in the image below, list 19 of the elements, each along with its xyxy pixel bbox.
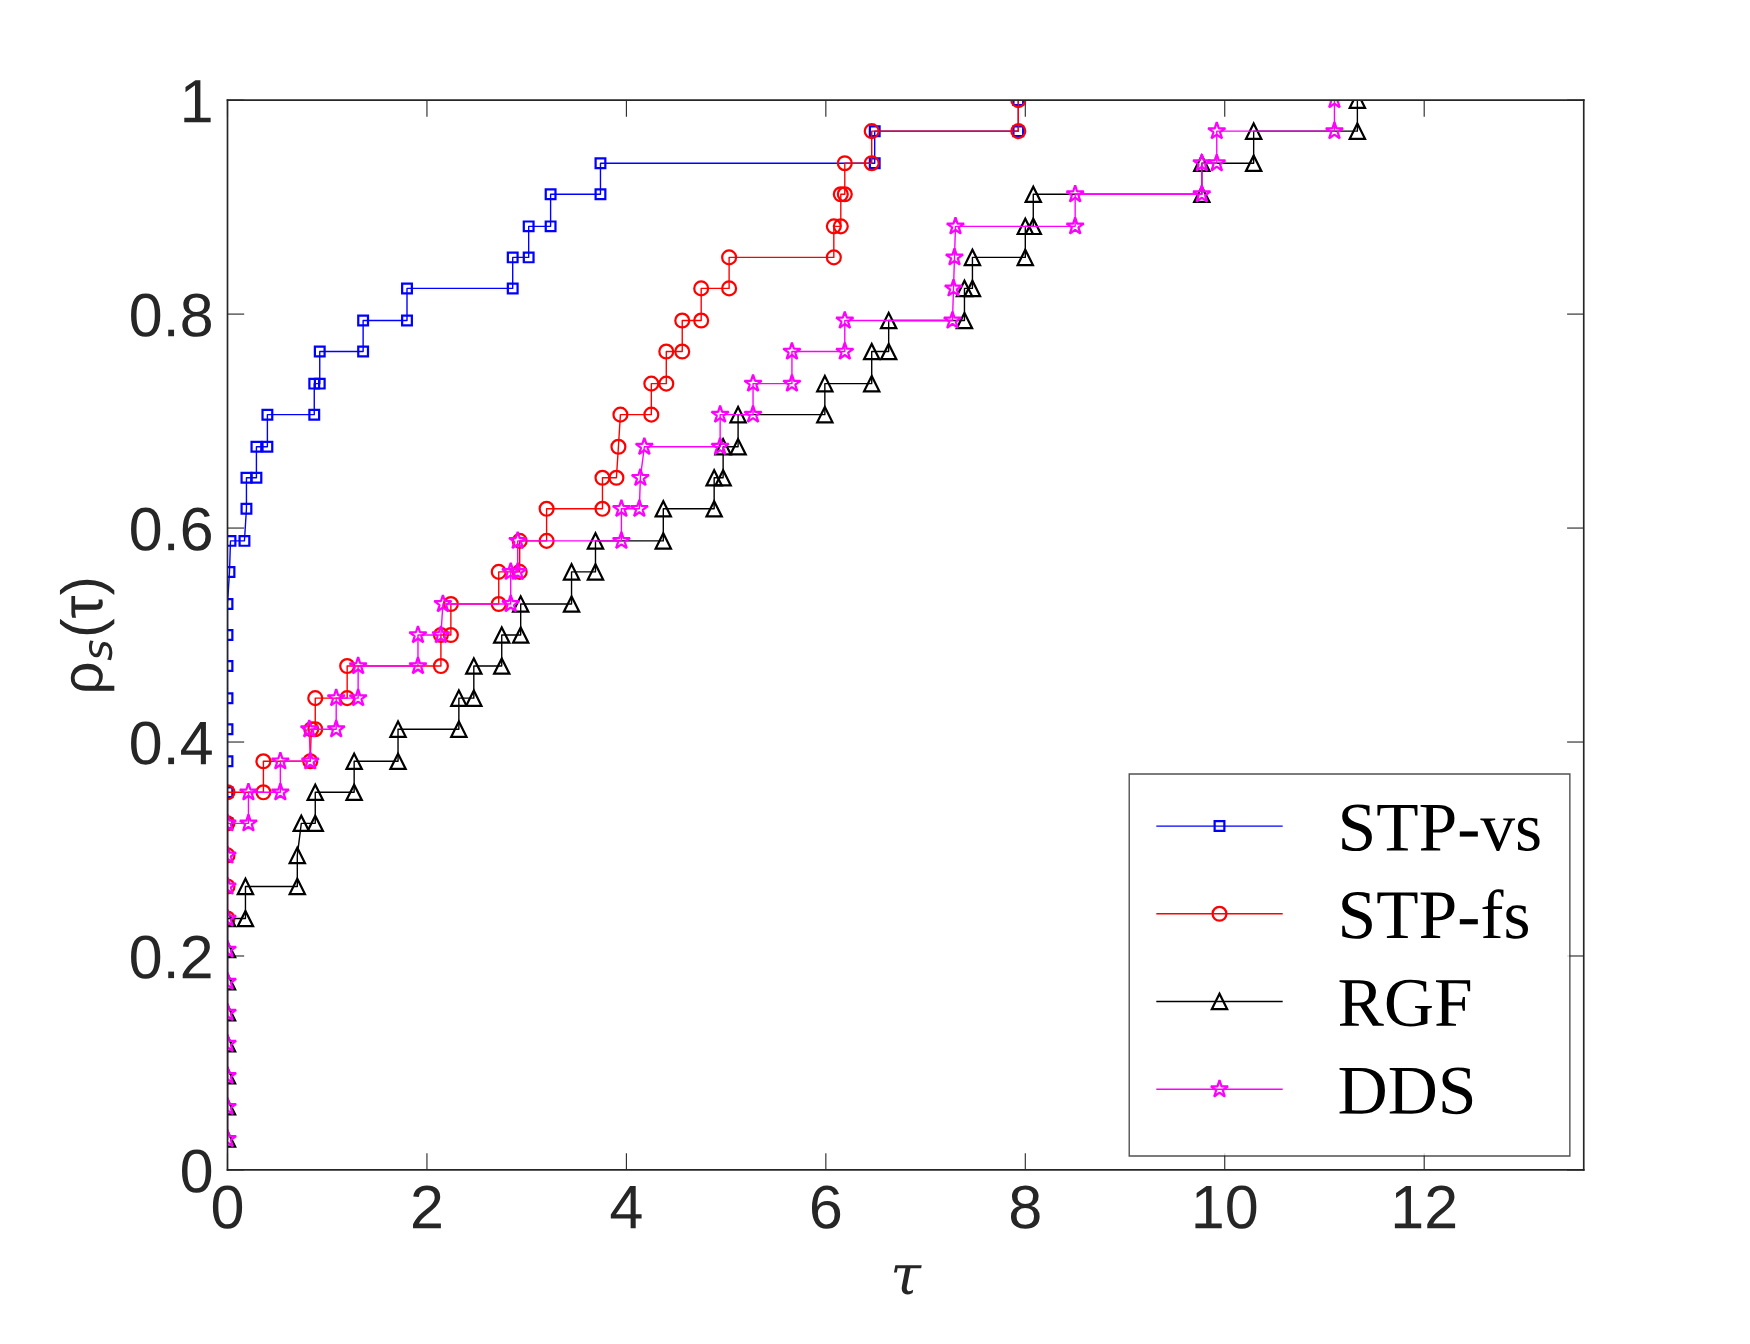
y-tick-label: 1 bbox=[184, 80, 211, 123]
legend-label: STP-vs bbox=[1342, 804, 1540, 852]
x-tick-label: 10 bbox=[1195, 1185, 1257, 1229]
y-tick-label: 0 bbox=[182, 1149, 212, 1193]
y-axis-title: ρ$_{s}$(τ) bbox=[59, 579, 115, 691]
y-tick-label: 0.4 bbox=[131, 721, 212, 765]
legend-label: DDS bbox=[1339, 1067, 1473, 1115]
x-tick-label: 4 bbox=[610, 1186, 642, 1229]
x-tick-label: 12 bbox=[1394, 1185, 1456, 1229]
y-tick-label: 0.2 bbox=[131, 935, 211, 979]
legend-label: STP-fs bbox=[1342, 889, 1528, 939]
y-tick-label: 0.8 bbox=[131, 293, 211, 337]
legend-label: RGF bbox=[1339, 979, 1471, 1027]
x-tick-label: 2 bbox=[413, 1185, 441, 1229]
y-tick-label: 0.6 bbox=[131, 507, 211, 551]
x-axis-title: τ bbox=[893, 1265, 922, 1295]
x-tick-label: 8 bbox=[1010, 1185, 1040, 1229]
x-tick-label: 0 bbox=[212, 1185, 243, 1229]
x-tick-label: 6 bbox=[811, 1185, 841, 1229]
